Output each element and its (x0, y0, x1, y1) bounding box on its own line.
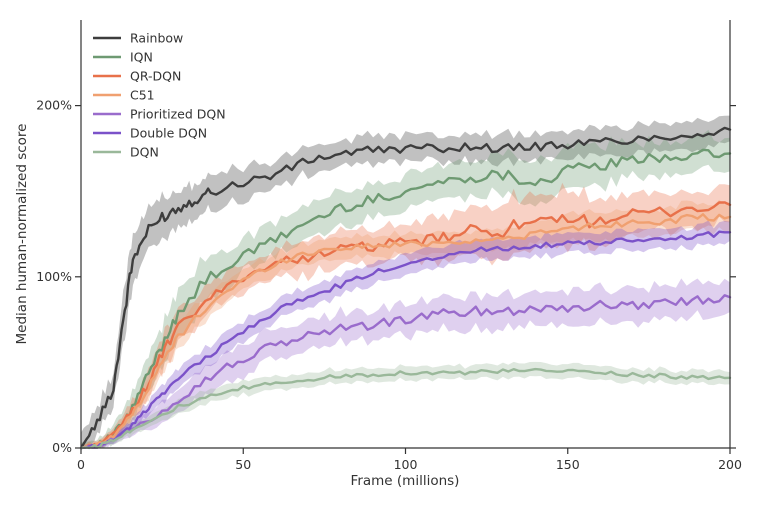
legend-item-c51: C51 (93, 88, 155, 103)
x-tick-label: 50 (235, 457, 251, 472)
series-line-prioritized-dqn (79, 294, 732, 450)
series-line-double-dqn (79, 230, 732, 450)
band-qr-dqn (81, 182, 730, 449)
x-tick-label: 150 (556, 457, 580, 472)
legend-label: Rainbow (130, 31, 183, 46)
band-dqn (81, 361, 730, 448)
legend-label: Double DQN (130, 126, 207, 141)
legend-label: DQN (130, 145, 159, 160)
legend-item-double-dqn: Double DQN (93, 126, 207, 141)
legend-item-dqn: DQN (93, 145, 159, 160)
series-line-dqn (79, 367, 732, 450)
band-iqn (81, 129, 730, 448)
legend-item-iqn: IQN (93, 50, 153, 65)
series-lines (79, 126, 732, 450)
legend-label: QR-DQN (130, 69, 181, 84)
band-double-dqn (81, 220, 730, 448)
y-tick-label: 100% (36, 269, 72, 284)
legend-item-rainbow: Rainbow (93, 31, 183, 46)
y-tick-label: 200% (36, 98, 72, 113)
x-tick-label: 0 (77, 457, 85, 472)
x-tick-label: 200 (718, 457, 742, 472)
band-rainbow (81, 115, 730, 448)
legend-label: IQN (130, 50, 153, 65)
x-axis-label: Frame (millions) (351, 473, 460, 489)
legend: Rainbow IQN QR-DQN C51 Prioritized DQN Double… (93, 31, 226, 160)
y-axis-label: Median human-normalized score (14, 124, 30, 345)
band-prioritized-dqn (81, 278, 730, 448)
legend-item-prioritized-dqn: Prioritized DQN (93, 107, 226, 122)
legend-label: C51 (130, 88, 155, 103)
y-tick-label: 0% (52, 440, 72, 455)
band-c51 (81, 199, 730, 448)
x-tick-label: 100 (394, 457, 418, 472)
series-line-c51 (79, 213, 732, 450)
series-line-iqn (79, 148, 732, 450)
series-line-rainbow (79, 126, 732, 450)
ticks: 0 50 100 150 200 0% 100% 200% (36, 98, 742, 472)
legend-label: Prioritized DQN (130, 107, 226, 122)
confidence-bands (81, 115, 730, 449)
legend-item-qr-dqn: QR-DQN (93, 69, 181, 84)
